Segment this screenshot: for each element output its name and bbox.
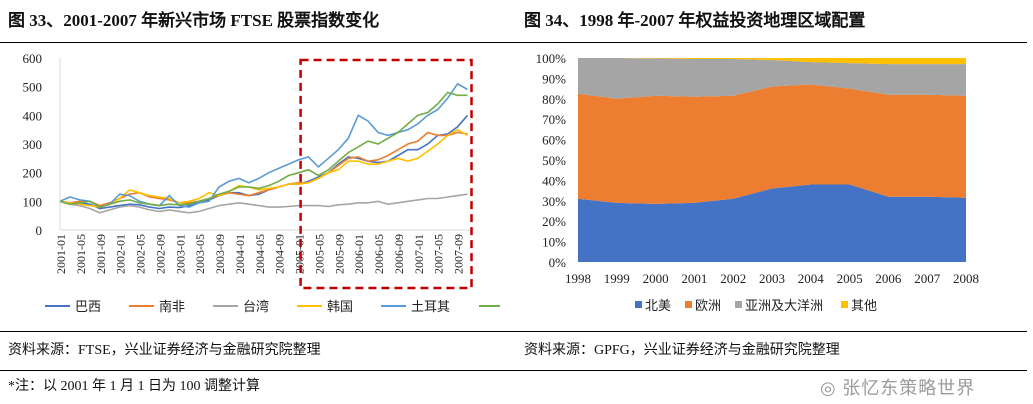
y-tick-label: 40%	[542, 173, 566, 188]
legend-label: 韩国	[327, 299, 353, 314]
left-line-chart: 0 100 200 300 400 500 600 2001-01 2001-05 2001-09…	[23, 51, 500, 314]
legend-label: 北美	[645, 298, 671, 313]
legend-label: 南非	[159, 299, 185, 314]
x-tick-label: 2007-09	[452, 234, 466, 274]
x-tick-label: 2001	[681, 271, 707, 286]
source-divider-bottom	[0, 370, 1027, 371]
series-line-台湾	[59, 193, 468, 214]
x-tick-label: 2003	[759, 271, 785, 286]
y-tick-label: 90%	[542, 71, 566, 86]
left-source: 资料来源：FTSE，兴业证券经济与金融研究院整理	[8, 343, 321, 358]
x-tick-label: 2006-09	[392, 234, 406, 274]
legend-swatch	[841, 301, 848, 308]
y-tick-label: 100	[23, 194, 43, 209]
x-tick-label: 2000	[643, 271, 669, 286]
x-tick-label: 2006-01	[352, 234, 366, 274]
x-tick-label: 2004-09	[273, 234, 287, 274]
y-tick-label: 200	[23, 166, 43, 181]
legend-label: 巴西	[75, 299, 101, 314]
legend-swatch	[635, 301, 642, 308]
right-source: 资料来源：GPFG，兴业证券经济与金融研究院整理	[524, 343, 840, 358]
x-tick-label: 2002-05	[134, 234, 148, 274]
area-欧洲	[578, 84, 966, 204]
y-tick-label: 10%	[542, 235, 566, 250]
x-tick-label: 2005-09	[332, 234, 346, 274]
y-tick-label: 60%	[542, 133, 566, 148]
y-tick-label: 80%	[542, 92, 566, 107]
x-tick-label: 2004	[798, 271, 825, 286]
watermark-logo: ◎ 张忆东策略世界	[820, 374, 975, 400]
x-tick-label: 2003-01	[173, 234, 187, 274]
wechat-icon: ◎	[820, 378, 837, 398]
x-tick-label: 1999	[604, 271, 630, 286]
right-area-chart: 0% 10% 20% 30% 40% 50% 60% 70% 80% 90% 100% 1998 199…	[536, 51, 979, 313]
legend-label: 亚洲及大洋洲	[745, 298, 823, 313]
x-tick-label: 2003-05	[193, 234, 207, 274]
series-line-韩国	[59, 128, 468, 208]
y-tick-label: 30%	[542, 194, 566, 209]
y-tick-label: 70%	[542, 112, 566, 127]
x-tick-label: 2006-05	[372, 234, 386, 274]
y-tick-label: 100%	[536, 51, 567, 66]
x-tick-label: 2004-05	[253, 234, 267, 274]
x-tick-label: 2001-01	[54, 234, 68, 274]
source-divider-top	[0, 331, 1027, 332]
area-其他	[578, 58, 966, 65]
legend-label: 欧洲	[695, 298, 721, 313]
x-tick-label: 2005-05	[312, 234, 326, 274]
legend-swatch	[685, 301, 692, 308]
y-tick-label: 0	[36, 223, 43, 238]
footnote: *注：以 2001 年 1 月 1 日为 100 调整计算	[8, 379, 260, 394]
series-line-墨西哥	[59, 91, 468, 208]
x-tick-label: 2008	[953, 271, 979, 286]
y-tick-label: 20%	[542, 214, 566, 229]
x-tick-label: 2001-09	[94, 234, 108, 274]
x-tick-label: 2002	[720, 271, 746, 286]
x-tick-label: 1998	[565, 271, 591, 286]
area-北美	[578, 184, 966, 262]
y-tick-label: 50%	[542, 153, 566, 168]
y-tick-label: 0%	[549, 255, 567, 270]
x-tick-label: 2004-01	[233, 234, 247, 274]
y-tick-label: 500	[23, 80, 43, 95]
x-tick-label: 2002-09	[153, 234, 167, 274]
y-tick-label: 300	[23, 137, 43, 152]
x-tick-label: 2006	[875, 271, 902, 286]
x-tick-label: 2002-01	[114, 234, 128, 274]
legend-label: 土耳其	[411, 299, 450, 314]
x-tick-label: 2007-01	[412, 234, 426, 274]
legend-label: 台湾	[243, 299, 269, 314]
y-tick-label: 600	[23, 51, 43, 66]
y-tick-label: 400	[23, 108, 43, 123]
right-chart-title: 图 34、1998 年-2007 年权益投资地理区域配置	[524, 11, 866, 30]
legend-swatch	[735, 301, 742, 308]
area-亚洲及大洋洲	[578, 58, 966, 99]
x-tick-label: 2007-05	[432, 234, 446, 274]
left-chart-title: 图 33、2001-2007 年新兴市场 FTSE 股票指数变化	[8, 11, 380, 30]
x-tick-label: 2001-05	[74, 234, 88, 274]
legend-label: 其他	[851, 298, 877, 313]
highlight-box	[299, 58, 473, 290]
title-divider	[0, 42, 1027, 43]
x-tick-label: 2007	[914, 271, 941, 286]
x-tick-label: 2005	[837, 271, 863, 286]
x-tick-label: 2003-09	[213, 234, 227, 274]
watermark-text: 张忆东策略世界	[842, 378, 976, 398]
